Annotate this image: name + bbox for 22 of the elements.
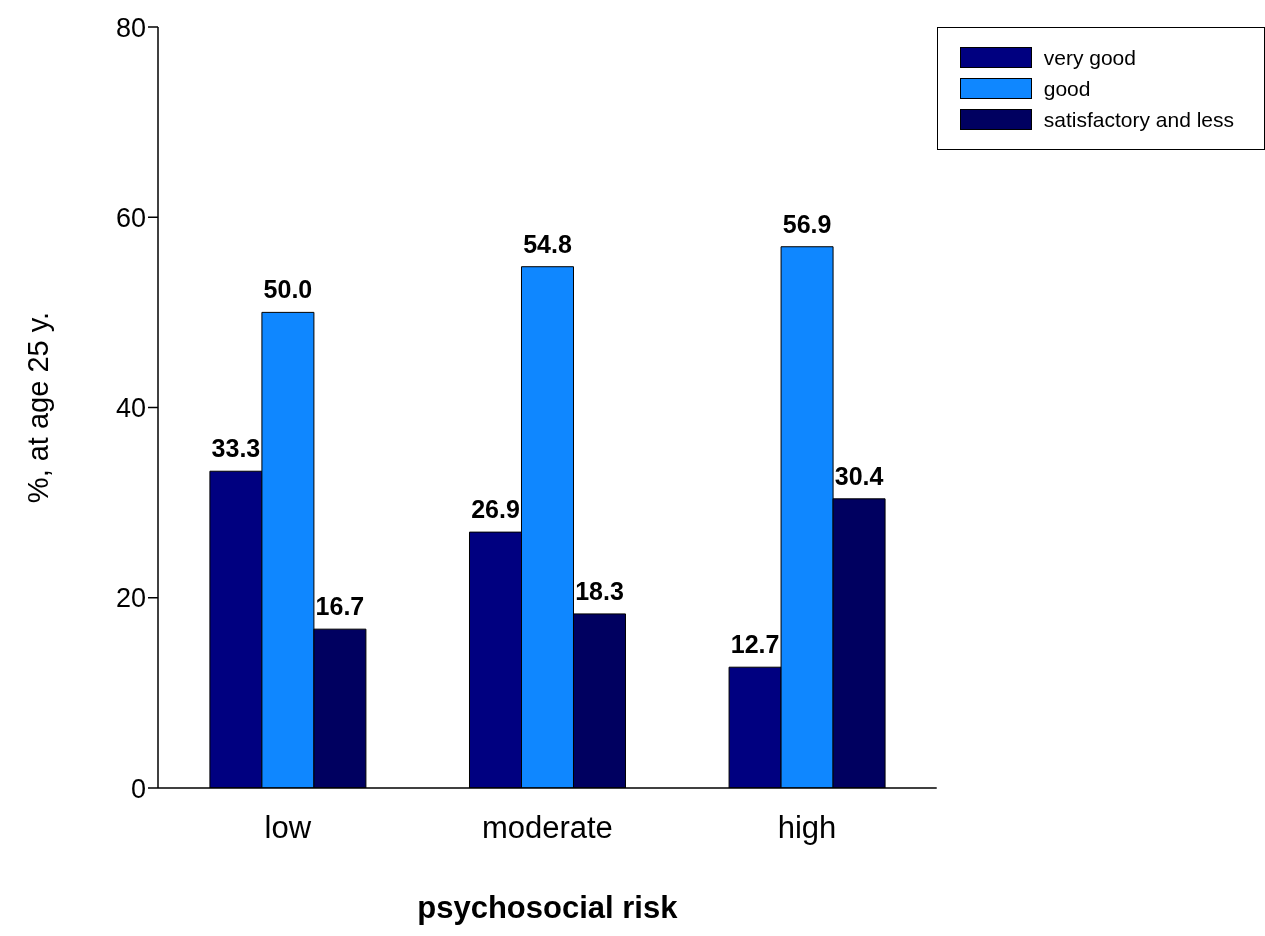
x-tick-label: moderate [481, 810, 613, 846]
y-tick-label: 60 [115, 202, 146, 233]
data-label: 26.9 [471, 495, 520, 524]
data-label: 50.0 [263, 275, 313, 304]
data-label: 12.7 [730, 630, 780, 659]
data-label: 18.3 [575, 576, 624, 605]
x-tick-label: low [264, 810, 312, 846]
data-label: 33.3 [211, 434, 261, 463]
y-tick-label: 20 [115, 583, 146, 614]
legend-label: very good [1043, 45, 1136, 70]
y-tick-label: 40 [115, 393, 146, 424]
y-axis-title: %, at age 25 y. [22, 311, 55, 504]
y-tick-label: 0 [130, 773, 146, 804]
legend-label: satisfactory and less [1043, 107, 1234, 132]
y-tick-label: 80 [115, 12, 146, 43]
x-axis-title: psychosocial risk [417, 890, 679, 925]
legend-label: good [1043, 76, 1091, 101]
data-label: 16.7 [315, 592, 365, 621]
data-label: 54.8 [523, 229, 572, 258]
x-tick-label: high [777, 810, 837, 846]
data-label: 30.4 [834, 461, 884, 490]
data-label: 56.9 [782, 209, 832, 238]
